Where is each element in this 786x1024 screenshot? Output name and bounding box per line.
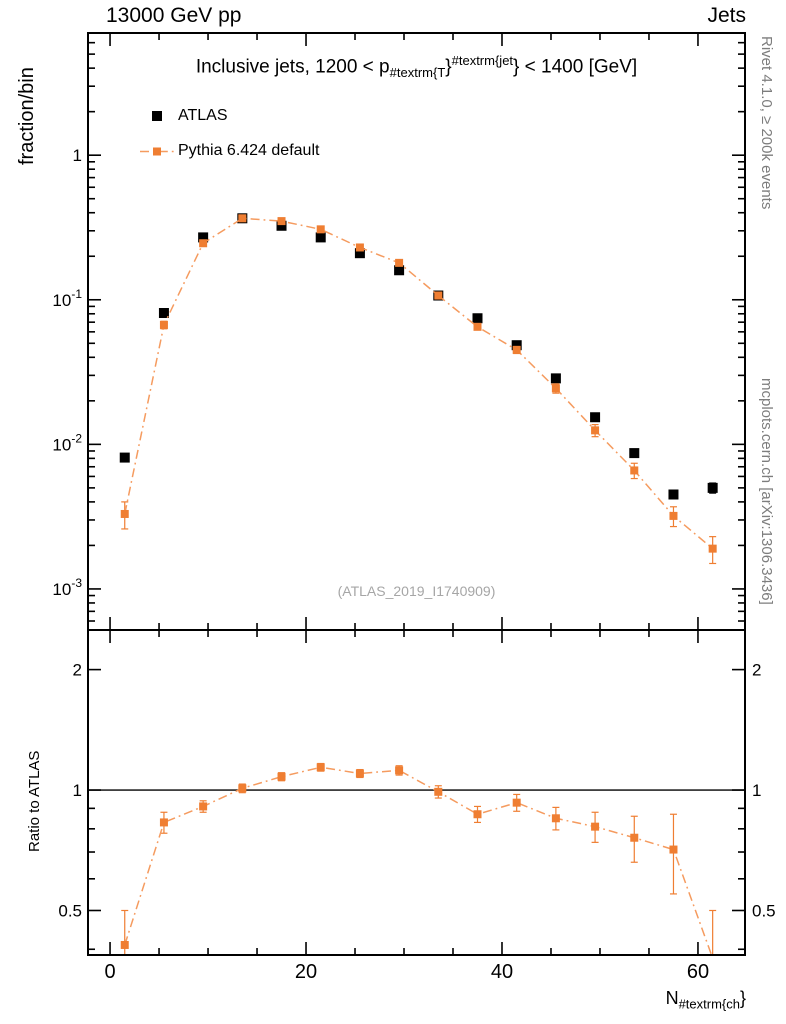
x-axis-subscript: #textrm{ch bbox=[678, 996, 740, 1012]
title-text: Inclusive jets, 1200 < p bbox=[195, 56, 390, 78]
svg-text:0: 0 bbox=[104, 961, 115, 983]
plot-title: Inclusive jets, 1200 < p#textrm{T}#textr… bbox=[88, 53, 745, 80]
x-axis-symbol: N bbox=[665, 988, 679, 1008]
title-superscript: #textrm{jet bbox=[451, 53, 514, 68]
svg-text:1: 1 bbox=[73, 146, 82, 165]
title-subscript: #textrm{T bbox=[389, 65, 446, 81]
svg-text:2: 2 bbox=[752, 661, 761, 680]
svg-text:60: 60 bbox=[687, 961, 709, 983]
main-y-axis-title: fraction/bin bbox=[16, 67, 38, 165]
svg-text:0.5: 0.5 bbox=[58, 901, 82, 920]
svg-text:40: 40 bbox=[491, 961, 513, 983]
svg-text:20: 20 bbox=[295, 961, 317, 983]
mcplots-reference-note: mcplots.cern.ch [arXiv:1306.3436] bbox=[758, 378, 775, 605]
svg-text:10-3: 10-3 bbox=[52, 576, 82, 599]
title-brace: } bbox=[445, 56, 452, 78]
legend-label-pythia: Pythia 6.424 default bbox=[178, 142, 320, 159]
legend-label-atlas: ATLAS bbox=[178, 107, 228, 124]
svg-text:10-1: 10-1 bbox=[52, 287, 82, 310]
svg-text:1: 1 bbox=[752, 781, 761, 800]
svg-text:10-2: 10-2 bbox=[52, 431, 82, 454]
ratio-y-axis-title: Ratio to ATLAS bbox=[26, 750, 43, 852]
x-axis-brace: } bbox=[739, 988, 746, 1008]
svg-text:2: 2 bbox=[73, 661, 82, 680]
rivet-version-note: Rivet 4.1.0, ≥ 200k events bbox=[758, 36, 775, 210]
title-tail: } < 1400 [GeV] bbox=[513, 56, 638, 78]
beam-energy-label: 13000 GeV pp bbox=[106, 4, 242, 27]
svg-text:0.5: 0.5 bbox=[752, 901, 776, 920]
analysis-topic-label: Jets bbox=[707, 4, 746, 27]
analysis-id-watermark: (ATLAS_2019_I1740909) bbox=[337, 583, 496, 599]
svg-text:1: 1 bbox=[73, 781, 82, 800]
x-axis-title: N#textrm{ch} bbox=[666, 988, 746, 1012]
